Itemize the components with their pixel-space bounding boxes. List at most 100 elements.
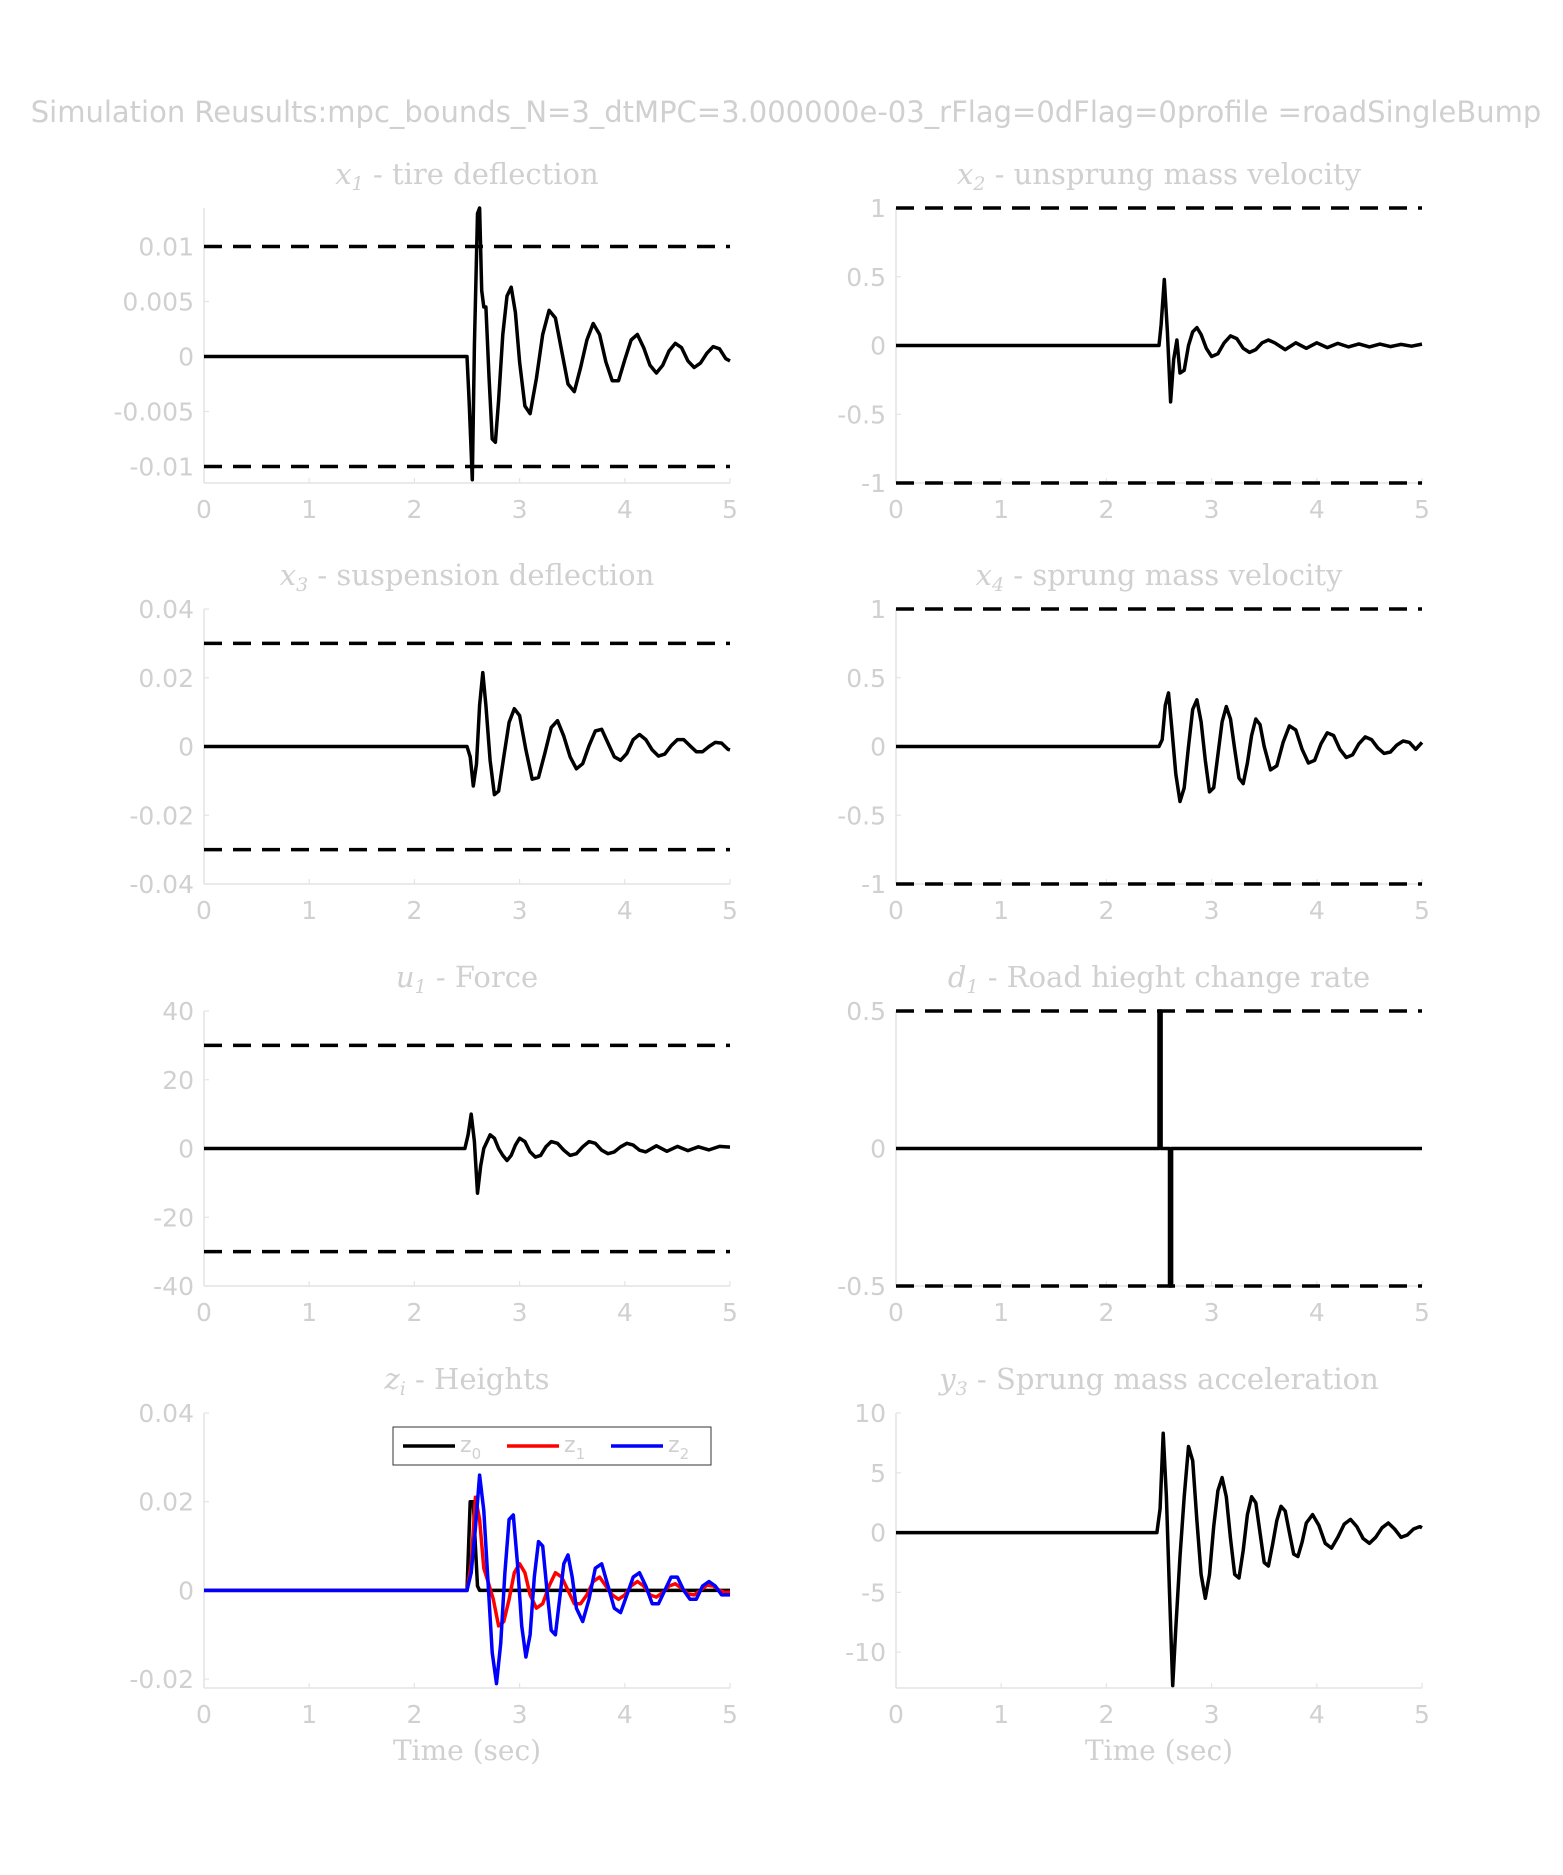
x-tick-label: 5	[722, 1700, 738, 1729]
y-tick-label: 0.5	[846, 263, 886, 292]
y-tick-label: 0.5	[846, 664, 886, 693]
x-tick-label: 1	[301, 1700, 317, 1729]
title-variable: x	[957, 157, 973, 191]
x-tick-label: 1	[993, 896, 1009, 925]
x-tick-label: 3	[1204, 495, 1220, 524]
series-line	[204, 206, 731, 482]
y-tick-label: 0	[178, 733, 194, 762]
title-variable: z	[383, 1362, 400, 1396]
x-tick-label: 2	[1098, 1700, 1114, 1729]
x-axis-label: Time (sec)	[393, 1734, 541, 1767]
x-tick-label: 0	[888, 1298, 904, 1327]
y-tick-label: 1	[870, 595, 886, 624]
title-subscript: 1	[352, 173, 364, 195]
title-subscript: 3	[296, 574, 308, 596]
title-text: - unsprung mass velocity	[985, 157, 1361, 191]
subplot-title-x3: x3 - suspension deflection	[280, 558, 655, 596]
y-tick-label: 0	[870, 1135, 886, 1164]
y-tick-label: -5	[861, 1578, 886, 1607]
x-tick-label: 2	[1098, 1298, 1114, 1327]
title-variable: d	[948, 960, 967, 994]
y-tick-label: 0	[178, 1576, 194, 1605]
x-tick-label: 1	[993, 1700, 1009, 1729]
title-text: - Force	[427, 960, 539, 994]
y-tick-label: 20	[162, 1066, 194, 1095]
x-tick-label: 0	[196, 896, 212, 925]
series-line	[896, 691, 1424, 804]
title-text: - suspension deflection	[308, 558, 654, 592]
y-tick-label: 0.02	[138, 664, 194, 693]
y-tick-label: -0.5	[837, 1272, 886, 1301]
title-text: - tire deflection	[364, 157, 599, 191]
y-tick-label: 0.04	[138, 595, 194, 624]
y-tick-label: 5	[870, 1459, 886, 1488]
x-tick-label: 1	[301, 1298, 317, 1327]
x-tick-label: 3	[512, 1298, 528, 1327]
x-tick-label: 0	[196, 1298, 212, 1327]
x-tick-label: 1	[301, 495, 317, 524]
series-line	[204, 670, 731, 797]
title-variable: y	[937, 1362, 956, 1396]
x-tick-label: 1	[301, 896, 317, 925]
x-tick-label: 0	[888, 896, 904, 925]
y-tick-label: -0.5	[837, 801, 886, 830]
y-tick-label: 10	[854, 1399, 886, 1428]
x-tick-label: 4	[617, 495, 633, 524]
y-tick-label: -0.01	[129, 453, 194, 482]
y-tick-label: -0.02	[129, 1665, 194, 1694]
x-tick-label: 4	[1309, 1298, 1325, 1327]
x-tick-label: 2	[1098, 495, 1114, 524]
y-tick-label: 0	[178, 1135, 194, 1164]
y-tick-label: -0.02	[129, 801, 194, 830]
x-tick-label: 0	[888, 495, 904, 524]
x-tick-label: 3	[512, 1700, 528, 1729]
legend: z0 z1 z2	[392, 1426, 712, 1466]
x-axis-label: Time (sec)	[1085, 1734, 1233, 1767]
title-text: - sprung mass velocity	[1004, 558, 1343, 592]
x-tick-label: 5	[1414, 495, 1430, 524]
subplot-title-u1: u1 - Force	[396, 960, 538, 998]
subplot-title-d1: d1 - Road hieght change rate	[948, 960, 1370, 998]
x-tick-label: 2	[406, 896, 422, 925]
y-tick-label: 0	[870, 332, 886, 361]
x-tick-label: 5	[1414, 1298, 1430, 1327]
y-tick-label: 0.01	[138, 233, 194, 262]
title-text: - Sprung mass acceleration	[968, 1362, 1379, 1396]
series-line	[204, 1112, 731, 1195]
y-tick-label: 0.5	[846, 997, 886, 1026]
y-tick-label: -1	[861, 469, 886, 498]
x-tick-label: 2	[1098, 896, 1114, 925]
subplot-title-x4: x4 - sprung mass velocity	[976, 558, 1343, 596]
title-subscript: 4	[991, 574, 1004, 596]
x-tick-label: 0	[196, 495, 212, 524]
y-tick-label: -40	[153, 1272, 194, 1301]
title-subscript: 1	[415, 976, 427, 998]
x-tick-label: 1	[993, 495, 1009, 524]
y-tick-label: 1	[870, 194, 886, 223]
legend-entry: z0	[460, 1433, 481, 1463]
x-tick-label: 2	[406, 1298, 422, 1327]
y-tick-label: -0.005	[113, 398, 194, 427]
y-tick-label: 40	[162, 997, 194, 1026]
title-variable: x	[976, 558, 992, 592]
y-tick-label: 0	[870, 733, 886, 762]
x-tick-label: 3	[1204, 896, 1220, 925]
x-tick-label: 0	[196, 1700, 212, 1729]
x-tick-label: 1	[993, 1298, 1009, 1327]
title-subscript: 2	[972, 173, 985, 195]
x-tick-label: 5	[722, 1298, 738, 1327]
x-tick-label: 5	[722, 896, 738, 925]
legend-entry: z2	[668, 1433, 689, 1463]
x-tick-label: 5	[722, 495, 738, 524]
y-tick-label: 0	[870, 1519, 886, 1548]
x-tick-label: 3	[1204, 1700, 1220, 1729]
x-tick-label: 0	[888, 1700, 904, 1729]
subplot-title-zi: zi - Heights	[383, 1362, 549, 1400]
x-tick-label: 3	[512, 896, 528, 925]
x-tick-label: 2	[406, 1700, 422, 1729]
title-text: - Road hieght change rate	[979, 960, 1371, 994]
